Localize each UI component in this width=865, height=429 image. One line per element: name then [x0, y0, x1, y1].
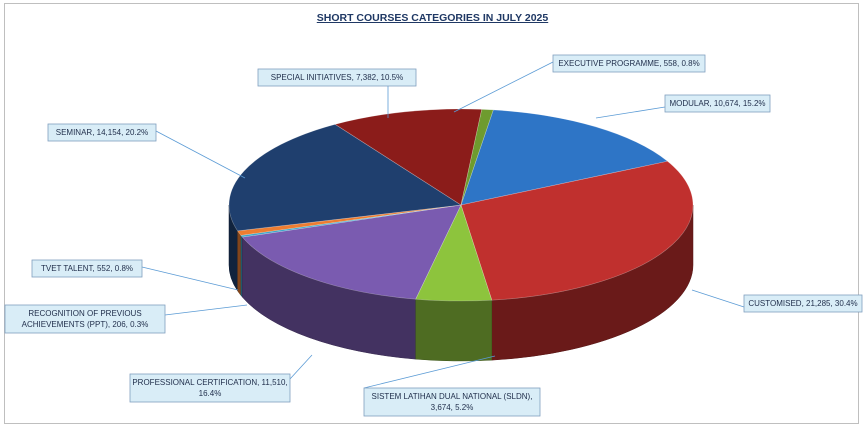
leader-line: [453, 61, 554, 113]
pie-slice-customised[interactable]: [460, 160, 694, 301]
data-label-box: [257, 68, 417, 87]
leader-line: [141, 266, 239, 291]
pie-slice-professional-certification[interactable]: [241, 204, 462, 300]
data-label-text: SISTEM LATIHAN DUAL NATIONAL (SLDN),: [372, 392, 533, 401]
data-label-text: MODULAR, 10,674, 15.2%: [669, 99, 765, 108]
leader-line: [155, 130, 246, 179]
data-label-box: [743, 294, 863, 313]
data-label-box: [129, 373, 291, 403]
data-label: RECOGNITION OF PREVIOUS ACHIEVEMENTS (PPT…: [4, 304, 166, 334]
data-label-text: SEMINAR, 14,154, 20.2%: [56, 128, 149, 137]
pie-slice-executive-programme[interactable]: [460, 109, 494, 206]
data-label-text: 16.4%: [199, 389, 222, 398]
pie-slice-special-initiatives[interactable]: [334, 108, 483, 206]
data-label-text: RECOGNITION OF PREVIOUS: [28, 309, 141, 318]
pie-slice-seminar[interactable]: [228, 124, 462, 232]
data-label: CUSTOMISED, 21,285, 30.4%: [743, 294, 863, 313]
data-label-text: CUSTOMISED, 21,285, 30.4%: [748, 299, 857, 308]
data-label: TVET TALENT, 552, 0.8%: [31, 259, 143, 278]
data-label-text: ACHIEVEMENTS (PPT), 206, 0.3%: [22, 320, 149, 329]
data-label: SEMINAR, 14,154, 20.2%: [47, 123, 157, 142]
data-label-text: EXECUTIVE PROGRAMME, 558, 0.8%: [558, 59, 699, 68]
data-label-text: 3,674, 5.2%: [431, 403, 474, 412]
pie-side-sistem-latihan-dual-national-sldn-: [415, 298, 493, 362]
data-label-text: TVET TALENT, 552, 0.8%: [41, 264, 133, 273]
data-label-box: [31, 259, 143, 278]
chart-title: SHORT COURSES CATEGORIES IN JULY 2025: [316, 12, 549, 24]
data-label: EXECUTIVE PROGRAMME, 558, 0.8%: [552, 54, 706, 73]
leader-line: [363, 355, 496, 389]
pie-slice-sistem-latihan-dual-national-sldn-[interactable]: [415, 204, 493, 302]
pie-slice-recognition-of-previous-achievements-ppt-[interactable]: [240, 204, 462, 238]
data-label: MODULAR, 10,674, 15.2%: [664, 94, 771, 113]
leader-line: [289, 354, 313, 380]
leader-line: [164, 304, 248, 316]
data-label-box: [363, 387, 541, 417]
pie-slice-modular[interactable]: [460, 109, 669, 206]
data-label: SISTEM LATIHAN DUAL NATIONAL (SLDN), 3,67…: [363, 387, 541, 417]
data-label-box: [47, 123, 157, 142]
leader-line: [691, 289, 745, 308]
pie-side-tvet-talent: [237, 230, 242, 297]
data-label-text: PROFESSIONAL CERTIFICATION, 11,510,: [132, 378, 287, 387]
data-label-text: SPECIAL INITIATIVES, 7,382, 10.5%: [271, 73, 404, 82]
data-label-box: [552, 54, 706, 73]
data-label: SPECIAL INITIATIVES, 7,382, 10.5%: [257, 68, 417, 87]
leader-line: [595, 106, 666, 119]
data-label-box: [4, 304, 166, 334]
data-label-box: [664, 94, 771, 113]
pie-slice-tvet-talent[interactable]: [237, 204, 462, 236]
data-label: PROFESSIONAL CERTIFICATION, 11,510, 16.4%: [129, 373, 291, 403]
